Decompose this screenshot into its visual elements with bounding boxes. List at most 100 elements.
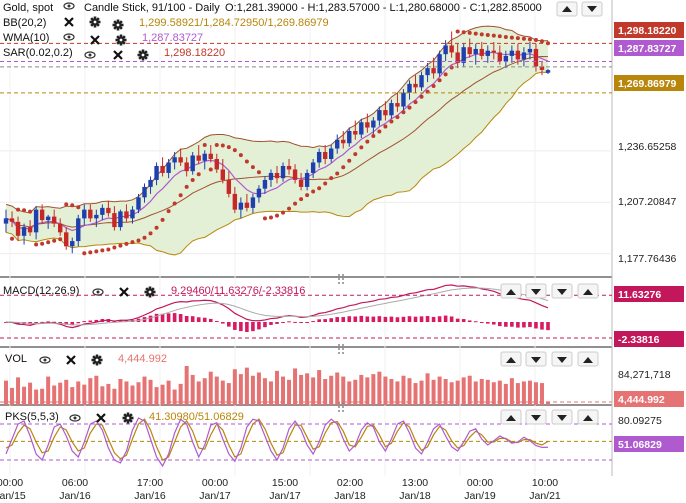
candle-body [58,223,63,233]
candle-body [473,48,478,55]
vol-up-button[interactable] [500,351,522,367]
pks-up-button[interactable] [500,409,522,425]
volume-bar [268,381,273,405]
sar-dot [413,100,418,105]
candle-body [82,209,87,219]
pks-settings-button[interactable] [122,412,134,424]
bb-settings-button[interactable] [89,16,101,28]
macd-up-button[interactable] [500,283,522,299]
macd-histogram-bar [281,322,285,323]
panel-up-button[interactable] [556,1,578,17]
volume-bar [527,380,532,405]
vol-eye-button[interactable] [39,356,51,364]
vol-remove-button[interactable] [577,351,599,367]
vol-close-button[interactable] [66,355,76,365]
candle-body [39,209,45,221]
vol-down-button[interactable] [525,351,547,367]
macd-histogram-bar [467,320,472,322]
sar-dot [70,203,75,208]
macd-histogram-bar [251,322,255,332]
macd-histogram-bar [160,313,165,322]
macd-maximize-button[interactable] [551,283,573,299]
pks-eye-button[interactable] [69,414,81,422]
macd-histogram-bar [528,322,532,328]
volume-bar [383,376,388,405]
macd-histogram-bar [257,322,261,330]
candle-body [425,68,430,76]
main-indicator-buttons[interactable] [63,16,149,61]
macd-histogram-bar [425,316,430,322]
vol-settings-button[interactable] [91,354,103,366]
sar-dot [160,217,165,222]
pks-close-button[interactable] [96,413,106,423]
panel-down-button[interactable] [581,1,603,17]
vol-maximize-button[interactable] [551,351,573,367]
pks-remove-button[interactable] [577,409,599,425]
sar-dot [521,36,526,41]
macd-histogram-bar [546,322,550,331]
macd-histogram-bar [293,321,297,323]
macd-histogram-bar [172,313,177,322]
wma-close-button[interactable] [90,35,100,45]
pks-maximize-button[interactable] [551,409,573,425]
sar-dot [40,241,45,246]
sar-dot [449,65,454,70]
symbol-eye-button[interactable] [63,2,75,10]
macd-histogram-bar [214,321,219,323]
drag-handle-pks[interactable] [338,402,344,412]
pks-down-button[interactable] [525,409,547,425]
gear-icon [115,34,127,46]
candle-body [244,202,250,208]
sar-close-button[interactable] [113,50,123,60]
sar-settings-button[interactable] [137,49,149,61]
candle-body [190,155,195,172]
candle-body [515,50,521,60]
macd-eye-button[interactable] [92,288,104,296]
macd-histogram-bar [269,322,273,325]
time-label-bottom: Jan/19 [464,490,496,502]
volume-bar [293,368,298,405]
volume-bar [365,377,370,405]
eye-icon [84,51,96,59]
wma-settings-button[interactable] [115,34,127,46]
sar-eye-button[interactable] [84,51,96,59]
sar-dot [455,29,460,34]
macd-close-button[interactable] [119,287,129,297]
sar-dot [22,208,27,213]
volume-bar [166,380,171,405]
wma-eye-button[interactable] [63,33,75,41]
subpanel-buttons[interactable] [39,283,599,425]
candle-body [76,218,81,242]
candle-body [341,139,346,144]
candle-body [15,221,21,236]
sar-dot [88,250,93,255]
sar-price-badge [614,22,684,38]
drag-handle-macd[interactable] [338,274,344,284]
volume-bar [46,376,51,405]
macd-down-button[interactable] [525,283,547,299]
time-label-bottom: Jan/16 [134,490,166,502]
candle-body [220,169,225,180]
bb-close-button[interactable] [64,17,74,27]
macd-histogram-bar [389,316,394,322]
main-settings-button[interactable] [112,19,124,31]
level-lines [0,42,612,94]
macd-histogram-bar [455,318,460,322]
macd-settings-button[interactable] [144,286,156,298]
sar-dot [172,201,177,206]
gear-tooth [95,354,99,358]
candle-body [286,165,292,170]
macd-remove-button[interactable] [577,283,599,299]
volume-bar [250,375,255,405]
panel-drag-handles[interactable] [338,274,344,412]
pks-label: PKS(5,5,3) [5,411,59,423]
drag-handle-vol[interactable] [338,344,344,354]
volume-bar [461,377,466,405]
sar-dot [407,105,412,110]
eye-icon [63,33,75,41]
eye-pupil [88,53,92,57]
volume-bar [515,383,520,405]
close-icon [64,17,74,27]
gear-hole [93,20,97,24]
volume-bar [533,382,538,405]
